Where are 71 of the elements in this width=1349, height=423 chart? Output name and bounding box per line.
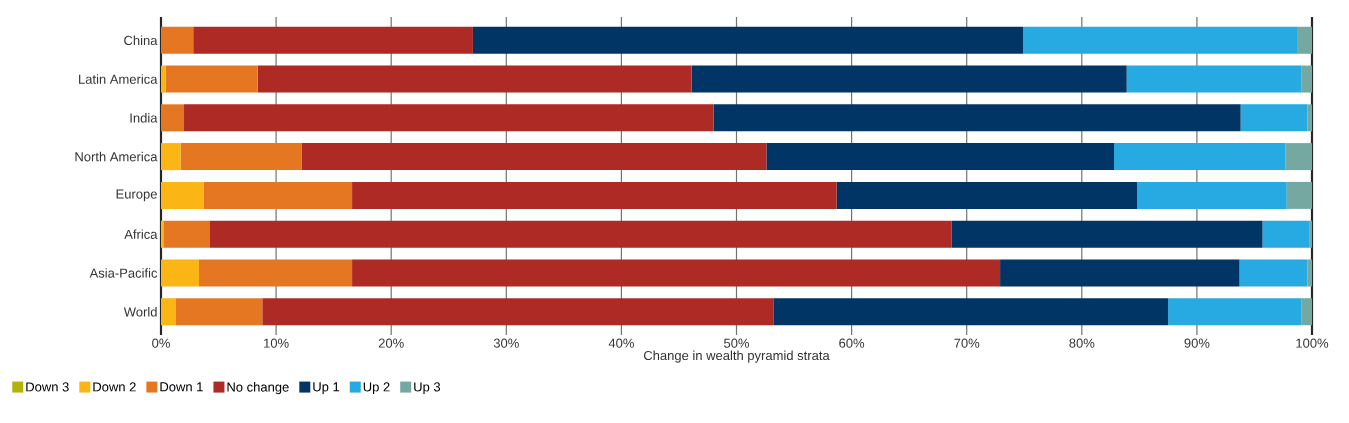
bar xyxy=(1301,298,1312,326)
bar xyxy=(352,259,1001,287)
y-tick-label: China xyxy=(124,35,158,46)
legend-label: Up 1 xyxy=(313,382,340,394)
y-tick-label: Asia-Pacific xyxy=(89,268,158,278)
x-tick-label: 70% xyxy=(954,338,980,348)
bar xyxy=(1286,181,1312,209)
bar xyxy=(209,220,952,248)
bar xyxy=(175,298,263,326)
bar xyxy=(1285,143,1312,171)
bar xyxy=(773,298,1169,326)
bar xyxy=(257,65,692,93)
bar xyxy=(1307,104,1312,132)
bar xyxy=(198,259,353,287)
bar xyxy=(691,65,1127,93)
bar xyxy=(766,143,1115,171)
bar xyxy=(161,65,166,93)
legend-label: Up 3 xyxy=(414,382,441,395)
bar xyxy=(161,259,199,287)
bar xyxy=(161,26,194,54)
bar xyxy=(352,181,837,209)
bar xyxy=(836,181,1138,209)
x-tick-label: 10% xyxy=(264,338,289,348)
bar xyxy=(1000,259,1240,287)
legend-label: Down 1 xyxy=(160,382,203,392)
bar xyxy=(1307,259,1312,287)
x-tick-label: 80% xyxy=(1069,338,1095,348)
bar xyxy=(165,65,258,93)
legend-label: No change xyxy=(227,382,289,395)
y-tick-label: India xyxy=(130,113,158,123)
bar xyxy=(262,298,774,326)
y-tick-label: Africa xyxy=(124,229,158,239)
bar xyxy=(301,143,767,171)
bar xyxy=(1262,220,1310,248)
bar xyxy=(161,104,185,132)
x-tick-label: 100% xyxy=(1296,338,1329,348)
bar xyxy=(1301,65,1312,93)
bar xyxy=(713,104,1241,132)
x-tick-label: 0% xyxy=(152,338,170,348)
y-tick-label: North America xyxy=(75,151,158,162)
bar xyxy=(163,220,210,248)
legend-label: Down 3 xyxy=(26,382,69,392)
x-tick-label: 50% xyxy=(724,338,750,348)
y-tick-label: Latin America xyxy=(79,74,158,84)
bar xyxy=(1126,65,1302,93)
legend-label: Down 2 xyxy=(93,382,136,392)
x-tick-label: 30% xyxy=(493,338,519,348)
bar xyxy=(1168,298,1302,326)
bar xyxy=(1240,104,1308,132)
bar xyxy=(472,26,1024,54)
bar xyxy=(180,143,302,171)
bar xyxy=(161,298,176,326)
y-tick-label: Europe xyxy=(116,189,157,202)
bar xyxy=(193,26,473,54)
bar xyxy=(161,143,181,171)
bar xyxy=(1114,143,1286,171)
x-tick-label: 40% xyxy=(608,338,634,348)
x-tick-label: 20% xyxy=(378,338,404,348)
bar xyxy=(1137,181,1287,209)
bar xyxy=(203,181,353,209)
bar xyxy=(161,181,204,209)
x-axis-title: Change in wealth pyramid strata xyxy=(643,350,830,363)
bar xyxy=(1023,26,1298,54)
bar xyxy=(1239,259,1308,287)
y-tick-label: World xyxy=(123,306,157,317)
legend-label: Up 2 xyxy=(363,382,390,395)
bar xyxy=(951,220,1263,248)
x-tick-label: 90% xyxy=(1184,338,1210,348)
x-tick-label: 60% xyxy=(839,338,865,348)
bar xyxy=(1297,26,1312,54)
bar xyxy=(184,104,714,132)
